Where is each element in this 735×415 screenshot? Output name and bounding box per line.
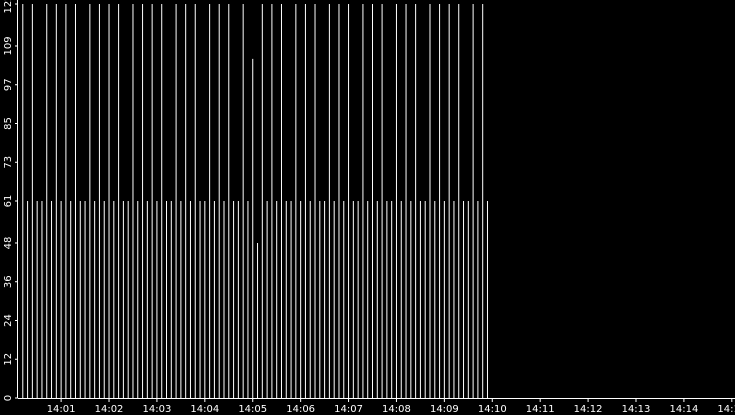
- x-tick-label: 14:05: [238, 404, 267, 415]
- x-tick-label: 14:09: [430, 404, 459, 415]
- y-tick-label: 0: [3, 395, 14, 401]
- y-tick-label: 109: [3, 36, 14, 55]
- x-tick-label: 14:14: [669, 404, 698, 415]
- x-tick-label: 14:07: [334, 404, 363, 415]
- x-tick-label: 14:03: [143, 404, 172, 415]
- y-tick-label: 85: [3, 117, 14, 130]
- x-tick-label: 14:13: [622, 404, 651, 415]
- x-tick-label: 14:12: [574, 404, 603, 415]
- x-tick-label: 14:08: [382, 404, 411, 415]
- x-tick-label: 14:01: [47, 404, 76, 415]
- y-tick-label: 97: [3, 78, 14, 91]
- y-tick-label: 24: [3, 314, 14, 327]
- x-tick-label: 14:11: [526, 404, 555, 415]
- x-tick-label: 14:04: [190, 404, 219, 415]
- x-tick-label: 14:06: [286, 404, 315, 415]
- y-tick-label: 12: [3, 353, 14, 366]
- y-tick-label: 122: [3, 0, 14, 14]
- y-tick-label: 48: [3, 237, 14, 250]
- x-tick-label: 14:10: [478, 404, 507, 415]
- x-tick-label: 14:15: [717, 404, 735, 415]
- x-tick-label: 14:02: [95, 404, 124, 415]
- y-tick-label: 73: [3, 156, 14, 169]
- y-tick-label: 61: [3, 195, 14, 208]
- y-tick-label: 36: [3, 275, 14, 288]
